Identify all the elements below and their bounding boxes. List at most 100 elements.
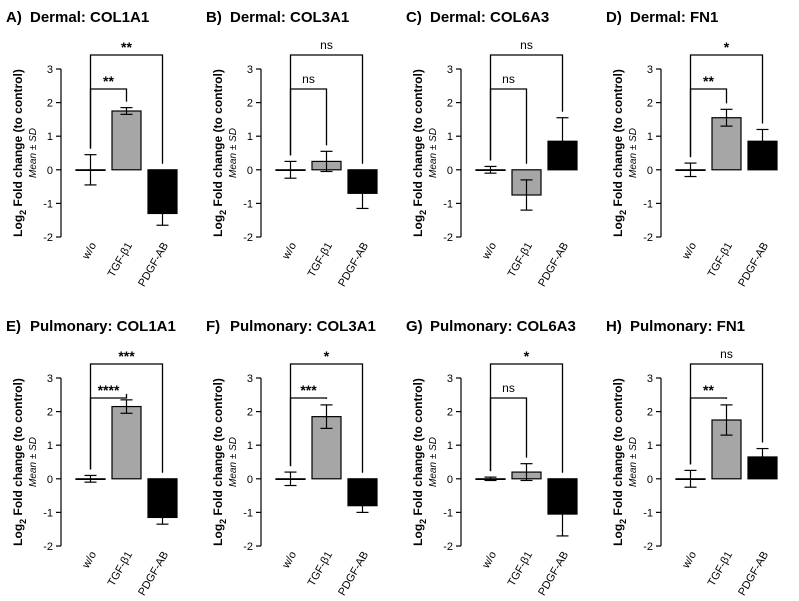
y-axis-sublabel: Mean ± SD: [28, 128, 39, 178]
y-axis-label: Log2 Fold change (to control): [411, 378, 428, 546]
x-category-label: TGF-β1: [106, 241, 135, 280]
y-axis-sublabel: Mean ± SD: [428, 437, 439, 487]
y-axis-sublabel: Mean ± SD: [428, 128, 439, 178]
y-tick-label: 2: [47, 407, 53, 419]
y-axis-sublabel: Mean ± SD: [628, 128, 639, 178]
significance-bracket: [689, 363, 764, 465]
y-axis-label-text: Fold change (to control): [211, 69, 225, 210]
significance-label: ****: [98, 382, 120, 398]
y-tick-label: 2: [47, 98, 53, 110]
x-category-label: TGF-β1: [506, 241, 535, 280]
y-axis-label-subscript: 2: [218, 519, 228, 524]
y-tick-label: 2: [247, 407, 253, 419]
x-category-label: w/o: [480, 241, 499, 263]
y-tick-label: 3: [447, 373, 453, 385]
x-category-label: TGF-β1: [506, 550, 535, 589]
significance-label: ***: [118, 348, 135, 364]
panel-title: Pulmonary: COL3A1: [230, 318, 376, 335]
significance-label: ns: [520, 38, 533, 52]
significance-label: *: [524, 348, 530, 364]
panel-title: Pulmonary: COL6A3: [430, 318, 576, 335]
y-axis-label-text: Fold change (to control): [611, 378, 625, 519]
y-axis-label-subscript: 2: [418, 519, 428, 524]
significance-bracket: [89, 54, 164, 164]
significance-bracket: [489, 88, 528, 164]
y-tick-label: 2: [247, 98, 253, 110]
x-category-label: w/o: [680, 550, 699, 572]
significance-bracket: [489, 363, 564, 473]
panel-label: F): [206, 318, 220, 335]
significance-label: **: [121, 39, 132, 55]
x-category-label: PDGF-AB: [136, 550, 171, 598]
x-category-label: TGF-β1: [706, 241, 735, 280]
y-tick-label: 0: [247, 474, 253, 486]
panel-label: D): [606, 9, 622, 26]
significance-bracket: [489, 54, 564, 161]
y-tick-label: 2: [447, 98, 453, 110]
significance-label: **: [703, 73, 714, 89]
y-tick-label: -2: [643, 541, 653, 553]
panel-title: Dermal: COL1A1: [30, 9, 149, 26]
y-tick-label: 2: [647, 407, 653, 419]
y-tick-label: -1: [243, 507, 253, 519]
panel-title: Dermal: FN1: [630, 9, 718, 26]
x-category-label: PDGF-AB: [736, 241, 771, 289]
y-tick-label: -2: [43, 541, 53, 553]
y-axis-sublabel: Mean ± SD: [228, 128, 239, 178]
y-axis-label-text: Fold change (to control): [11, 378, 25, 519]
y-tick-label: 1: [47, 440, 53, 452]
significance-bracket: [689, 54, 764, 158]
panel-label: H): [606, 318, 622, 335]
y-axis-sublabel: Mean ± SD: [628, 437, 639, 487]
y-tick-label: -1: [43, 198, 53, 210]
panel-label: C): [406, 9, 422, 26]
y-tick-label: -1: [43, 507, 53, 519]
y-tick-label: 0: [247, 165, 253, 177]
chart-panel-4: D) Dermal: FN1 Log2 Fold change (to contro…: [606, 9, 778, 289]
y-axis-label: Log2 Fold change (to control): [211, 378, 228, 546]
y-tick-label: 0: [47, 165, 53, 177]
y-axis-label-text: Fold change (to control): [411, 69, 425, 210]
x-category-label: PDGF-AB: [336, 550, 371, 598]
significance-label: **: [703, 382, 714, 398]
y-tick-label: -2: [243, 541, 253, 553]
y-tick-label: -1: [443, 198, 453, 210]
x-category-label: w/o: [280, 241, 299, 263]
x-category-label: TGF-β1: [306, 241, 335, 280]
y-tick-label: -2: [43, 232, 53, 244]
y-tick-label: 3: [447, 64, 453, 76]
y-axis-label-subscript: 2: [18, 519, 28, 524]
y-tick-label: 3: [47, 373, 53, 385]
y-axis-label-log: Log: [211, 215, 225, 237]
y-tick-label: 1: [447, 131, 453, 143]
y-tick-label: 0: [447, 474, 453, 486]
panel-label: G): [406, 318, 423, 335]
y-tick-label: 1: [247, 131, 253, 143]
y-axis-label: Log2 Fold change (to control): [411, 69, 428, 237]
significance-label: *: [724, 39, 730, 55]
significance-label: ns: [720, 347, 733, 361]
y-axis-label-log: Log: [11, 524, 25, 546]
panel-title: Dermal: COL6A3: [430, 9, 549, 26]
bar-2: [111, 110, 142, 171]
y-axis-label-text: Fold change (to control): [411, 378, 425, 519]
panel-label: B): [206, 9, 222, 26]
significance-bracket: [489, 397, 528, 472]
y-axis-label-log: Log: [611, 524, 625, 546]
significance-bracket: [289, 88, 328, 156]
y-axis-label-log: Log: [411, 215, 425, 237]
y-axis-label-subscript: 2: [18, 210, 28, 215]
y-axis-label-subscript: 2: [418, 210, 428, 215]
y-axis-label: Log2 Fold change (to control): [611, 69, 628, 237]
y-tick-label: 1: [247, 440, 253, 452]
x-category-label: PDGF-AB: [736, 550, 771, 598]
x-category-label: w/o: [480, 550, 499, 572]
significance-label: ns: [320, 38, 333, 52]
panel-label: A): [6, 9, 22, 26]
y-tick-label: -2: [643, 232, 653, 244]
significance-label: ***: [300, 382, 317, 398]
y-tick-label: -1: [643, 507, 653, 519]
